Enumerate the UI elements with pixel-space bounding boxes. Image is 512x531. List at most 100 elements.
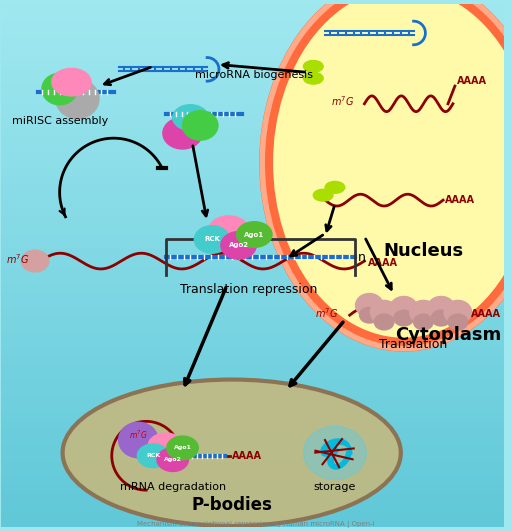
Bar <box>1 257 504 258</box>
Bar <box>1 269 504 270</box>
Bar <box>1 202 504 203</box>
Bar <box>1 494 504 495</box>
Bar <box>1 507 504 508</box>
Bar <box>1 47 504 48</box>
Bar <box>1 450 504 451</box>
Bar <box>1 6 504 7</box>
Bar <box>1 409 504 410</box>
Bar <box>1 337 504 338</box>
Bar <box>1 21 504 22</box>
Bar <box>1 45 504 46</box>
Bar <box>1 525 504 526</box>
Bar <box>1 453 504 454</box>
Bar <box>1 32 504 33</box>
Bar <box>1 467 504 468</box>
Bar <box>1 137 504 138</box>
Bar <box>1 341 504 342</box>
Bar <box>1 387 504 388</box>
Bar <box>1 27 504 28</box>
Bar <box>1 28 504 29</box>
Bar <box>1 491 504 492</box>
Bar <box>1 79 504 80</box>
Bar <box>1 220 504 221</box>
Bar <box>1 481 504 482</box>
Bar <box>1 313 504 314</box>
Bar <box>1 496 504 497</box>
Ellipse shape <box>119 422 158 458</box>
Bar <box>1 95 504 96</box>
Bar <box>1 210 504 211</box>
Bar <box>1 469 504 470</box>
Bar <box>1 207 504 208</box>
Bar <box>1 106 504 107</box>
Bar <box>1 280 504 281</box>
Ellipse shape <box>42 73 77 105</box>
Text: RCK: RCK <box>146 453 160 458</box>
Bar <box>1 340 504 341</box>
Bar <box>1 429 504 430</box>
Bar <box>1 50 504 52</box>
Bar <box>1 290 504 292</box>
Bar <box>1 214 504 215</box>
Bar <box>1 144 504 145</box>
Bar <box>1 174 504 175</box>
Ellipse shape <box>22 250 49 272</box>
Bar <box>1 434 504 435</box>
Bar <box>1 185 504 186</box>
Bar <box>1 446 504 447</box>
Bar <box>1 320 504 321</box>
Bar <box>1 169 504 170</box>
Bar <box>1 375 504 376</box>
Bar <box>1 184 504 185</box>
Bar <box>1 121 504 122</box>
Bar <box>1 263 504 264</box>
Bar <box>1 238 504 239</box>
Text: Cytoplasm: Cytoplasm <box>395 326 501 344</box>
Bar <box>1 368 504 369</box>
Bar <box>1 394 504 395</box>
Bar <box>1 479 504 481</box>
Bar <box>1 4 504 5</box>
Bar <box>1 73 504 74</box>
Bar <box>1 472 504 473</box>
Bar <box>1 287 504 288</box>
Ellipse shape <box>266 0 512 345</box>
Bar <box>1 447 504 448</box>
Bar <box>1 430 504 431</box>
Bar <box>1 232 504 233</box>
Bar <box>1 266 504 267</box>
Bar <box>1 326 504 327</box>
Bar <box>1 474 504 475</box>
Bar <box>1 241 504 242</box>
Bar <box>1 245 504 246</box>
Bar <box>1 323 504 324</box>
Bar <box>1 78 504 79</box>
Bar <box>1 150 504 151</box>
Bar <box>1 405 504 406</box>
Bar <box>1 523 504 524</box>
Bar <box>1 373 504 374</box>
Bar <box>1 167 504 168</box>
Text: AAAA: AAAA <box>457 76 487 86</box>
Bar <box>1 358 504 359</box>
Bar <box>1 196 504 197</box>
Bar <box>1 134 504 135</box>
Bar <box>1 97 504 98</box>
Bar <box>1 428 504 429</box>
Bar <box>1 486 504 487</box>
Bar <box>1 289 504 290</box>
Bar <box>1 22 504 23</box>
Bar <box>1 72 504 73</box>
Bar <box>1 505 504 506</box>
Bar <box>1 20 504 21</box>
Text: Ago2: Ago2 <box>164 457 182 462</box>
Text: n: n <box>357 251 366 264</box>
Bar <box>1 16 504 17</box>
Bar <box>1 157 504 158</box>
Bar <box>1 282 504 284</box>
Bar <box>1 452 504 453</box>
Bar <box>1 365 504 366</box>
Bar <box>1 399 504 400</box>
Bar <box>1 251 504 252</box>
Bar <box>1 67 504 68</box>
